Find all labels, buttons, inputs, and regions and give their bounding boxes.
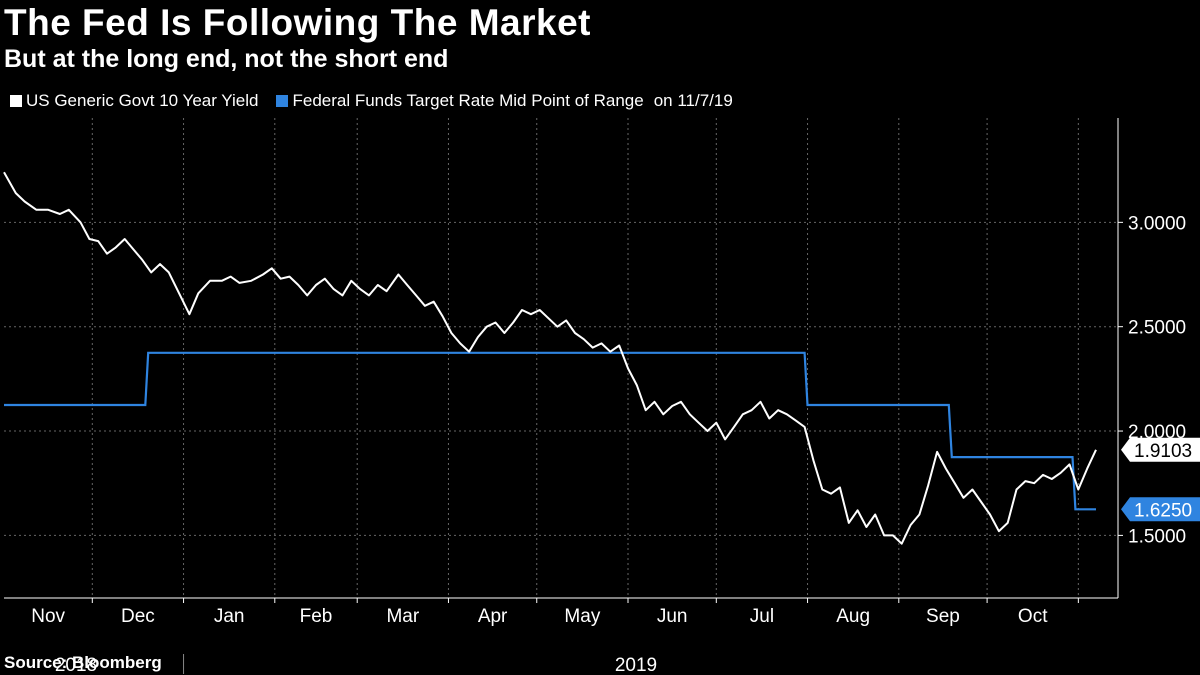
legend-item-fed: Federal Funds Target Rate Mid Point of R… (276, 91, 644, 111)
x-tick-label: May (564, 606, 600, 627)
y-tick-label: 2.5000 (1128, 318, 1186, 339)
series-line-10y-yield (3, 171, 1097, 545)
x-tick-label: Oct (1018, 606, 1048, 627)
x-tick-label: Jan (214, 606, 245, 627)
year-label: 2018 (55, 655, 97, 675)
legend-as-of: on 11/7/19 (653, 91, 733, 110)
legend-item-yield: US Generic Govt 10 Year Yield (10, 91, 258, 111)
x-tick-label: Jul (750, 606, 774, 627)
y-tick-label: 3.0000 (1128, 213, 1186, 234)
x-tick-label: Dec (121, 606, 155, 627)
x-tick-label: Apr (478, 606, 508, 627)
last-value-tag-fed-label: 1.6250 (1134, 500, 1192, 521)
source-note: Source: Bloomberg (4, 653, 162, 672)
legend: US Generic Govt 10 Year Yield Federal Fu… (10, 91, 733, 111)
last-value-tag-yield-label: 1.9103 (1134, 441, 1192, 462)
last-value-tag-fed-box (1121, 497, 1200, 522)
x-tick-label: Aug (836, 606, 870, 627)
legend-label-fed: Federal Funds Target Rate Mid Point of R… (292, 91, 644, 110)
year-label: 2019 (615, 655, 657, 675)
x-tick-label: Feb (300, 606, 333, 627)
x-tick-label: Nov (31, 606, 65, 627)
legend-swatch-yield (10, 95, 22, 107)
last-value-tag-yield-box (1121, 437, 1200, 462)
series-line-fed-funds (4, 351, 1096, 511)
legend-swatch-fed (276, 95, 289, 107)
x-tick-label: Sep (926, 606, 960, 627)
x-tick-label: Mar (386, 606, 419, 627)
legend-label-yield: US Generic Govt 10 Year Yield (26, 91, 259, 110)
chart-title: The Fed Is Following The Market (4, 2, 591, 43)
chart-subtitle: But at the long end, not the short end (4, 45, 449, 73)
x-tick-label: Jun (657, 606, 688, 627)
y-tick-label: 1.5000 (1128, 526, 1186, 547)
